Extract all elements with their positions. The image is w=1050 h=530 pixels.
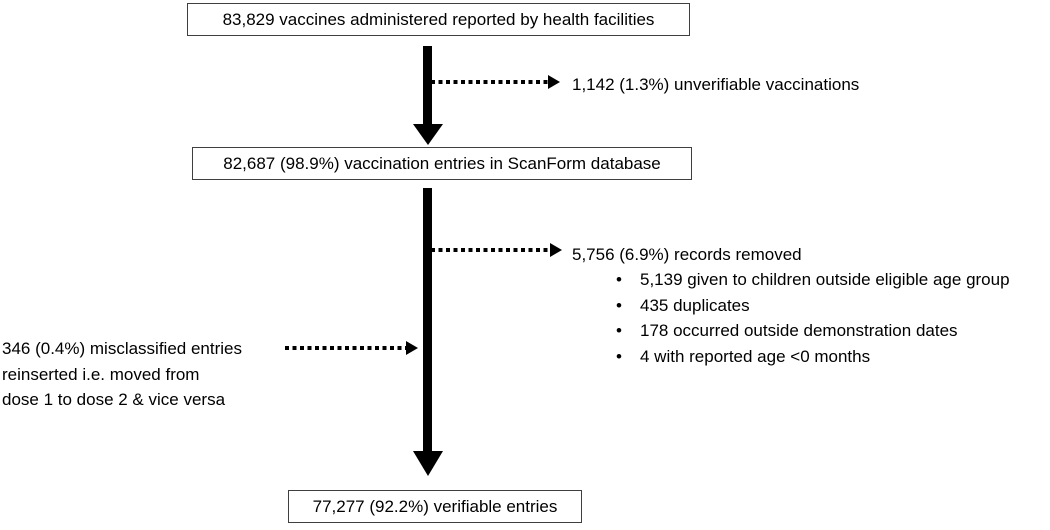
box-scanform-database: 82,687 (98.9%) vaccination entries in Sc… <box>192 147 692 180</box>
note-misclassified-entries: 346 (0.4%) misclassified entries reinser… <box>2 336 242 413</box>
dotted-arrow-records-removed <box>431 248 550 252</box>
arrow-top-to-middle-shaft <box>423 46 432 125</box>
note-misclassified-line: 346 (0.4%) misclassified entries <box>2 339 242 358</box>
removed-reason-item: 5,139 given to children outside eligible… <box>572 267 1010 293</box>
records-removed-reason-list: 5,139 given to children outside eligible… <box>572 267 1010 369</box>
arrow-top-to-middle-head <box>413 124 443 145</box>
removed-reason-item: 435 duplicates <box>572 293 1010 319</box>
note-misclassified-line: dose 1 to dose 2 & vice versa <box>2 390 226 409</box>
note-unverifiable-vaccinations: 1,142 (1.3%) unverifiable vaccinations <box>572 75 860 94</box>
dotted-arrow-records-removed-head <box>550 243 562 257</box>
arrow-middle-to-bottom-head <box>413 451 443 476</box>
note-records-removed-title: 5,756 (6.9%) records removed <box>572 245 802 264</box>
dotted-arrow-misclassified-head <box>406 341 418 355</box>
note-misclassified-line: reinserted i.e. moved from <box>2 364 200 384</box>
note-records-removed: 5,756 (6.9%) records removed 5,139 given… <box>572 242 1010 369</box>
dotted-arrow-misclassified <box>285 346 406 350</box>
dotted-arrow-unverifiable-head <box>548 75 560 89</box>
removed-reason-item: 4 with reported age <0 months <box>572 344 1010 370</box>
dotted-arrow-unverifiable <box>431 80 548 84</box>
removed-reason-item: 178 occurred outside demonstration dates <box>572 318 1010 344</box>
box-verifiable-entries: 77,277 (92.2%) verifiable entries <box>288 490 582 523</box>
box-vaccines-administered: 83,829 vaccines administered reported by… <box>187 3 690 36</box>
arrow-middle-to-bottom-shaft <box>423 188 432 452</box>
